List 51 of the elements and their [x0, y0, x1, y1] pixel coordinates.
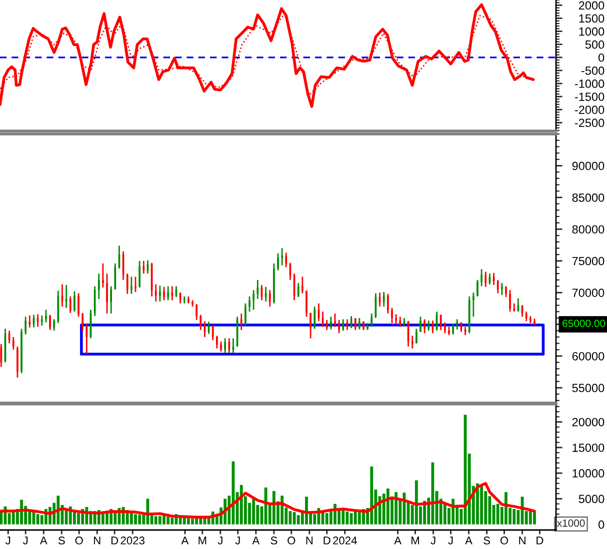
x-tick-label: S [484, 536, 490, 544]
y-axis-title: x1000 [556, 519, 585, 527]
x-tick-label: D [536, 536, 544, 544]
x-tick-label: M [198, 536, 206, 544]
x-tick-label: A [40, 536, 48, 544]
x-tick-label: S [58, 536, 65, 544]
y-tick-label: 1000 [579, 27, 604, 36]
y-tick-label: 5000 [578, 494, 604, 504]
x-tick-label: O [75, 536, 83, 544]
x-tick-label: A [252, 536, 260, 544]
x-tick-label: 2023 [120, 536, 144, 544]
y-tick-label: 10000 [572, 469, 604, 478]
x-tick-label: J [430, 536, 436, 544]
y-tick-label: 60000 [572, 352, 604, 360]
x-tick-label: M [412, 536, 419, 544]
y-tick-label: 85000 [572, 193, 604, 202]
y-tick-label: 500 [585, 40, 604, 49]
x-tick-label: J [6, 536, 10, 544]
y-tick-label: 55000 [572, 384, 604, 392]
y-tick-label: 0 [598, 520, 604, 529]
x-tick-label: J [218, 536, 222, 544]
x-tick-label: S [270, 536, 278, 544]
x-tick-label: O [500, 536, 508, 544]
x-tick-label: A [465, 536, 472, 544]
y-tick-label: 80000 [572, 225, 604, 234]
x-tick-label: O [288, 536, 296, 544]
x-tick-label: J [22, 536, 28, 544]
y-tick-label: -2500 [574, 118, 604, 128]
x-tick-label: A [181, 536, 189, 544]
y-tick-label: 70000 [572, 288, 604, 297]
annotation: 65000.00 [562, 320, 606, 328]
y-tick-label: -1000 [574, 80, 604, 88]
y-tick-label: 2000 [578, 1, 604, 10]
x-tick-label: N [306, 536, 313, 544]
x-tick-label: A [394, 536, 402, 544]
y-tick-label: 15000 [572, 444, 604, 452]
x-tick-label: N [94, 536, 100, 544]
y-tick-label: -500 [582, 66, 604, 75]
y-tick-label: 75000 [572, 256, 604, 266]
y-tick-label: 0 [598, 53, 604, 62]
y-tick-label: -1500 [574, 92, 604, 101]
x-tick-label: N [519, 536, 526, 544]
y-tick-label: 90000 [572, 162, 604, 170]
y-tick-label: 20000 [572, 418, 604, 426]
x-tick-label: D [324, 536, 330, 544]
x-tick-label: 2024 [333, 536, 357, 544]
x-tick-label: J [448, 536, 453, 544]
x-tick-label: J [235, 536, 240, 544]
y-tick-label: -2000 [574, 106, 604, 114]
y-tick-label: 1500 [579, 14, 604, 23]
x-tick-label: D [111, 536, 118, 544]
